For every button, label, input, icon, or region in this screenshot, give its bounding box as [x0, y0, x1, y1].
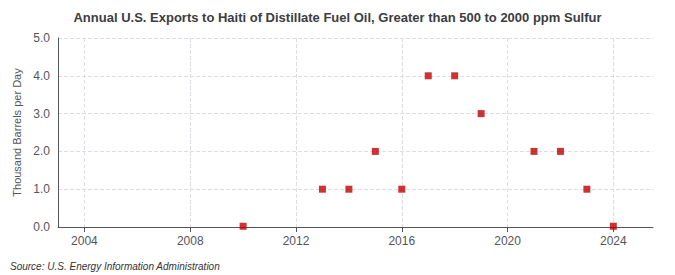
svg-text:4.0: 4.0 — [33, 69, 50, 83]
svg-text:2004: 2004 — [71, 234, 98, 248]
svg-text:0.0: 0.0 — [33, 220, 50, 234]
svg-text:2.0: 2.0 — [33, 144, 50, 158]
svg-text:2016: 2016 — [388, 234, 415, 248]
svg-text:2020: 2020 — [494, 234, 521, 248]
svg-text:2024: 2024 — [600, 234, 627, 248]
svg-text:1.0: 1.0 — [33, 182, 50, 196]
svg-text:Annual U.S. Exports to Haiti o: Annual U.S. Exports to Haiti of Distilla… — [73, 10, 601, 25]
svg-text:Thousand Barrels per Day: Thousand Barrels per Day — [11, 68, 23, 197]
svg-text:Source: U.S. Energy Informatio: Source: U.S. Energy Information Administ… — [10, 261, 220, 272]
svg-text:2008: 2008 — [177, 234, 204, 248]
svg-text:5.0: 5.0 — [33, 31, 50, 45]
svg-text:2012: 2012 — [283, 234, 310, 248]
svg-text:3.0: 3.0 — [33, 107, 50, 121]
